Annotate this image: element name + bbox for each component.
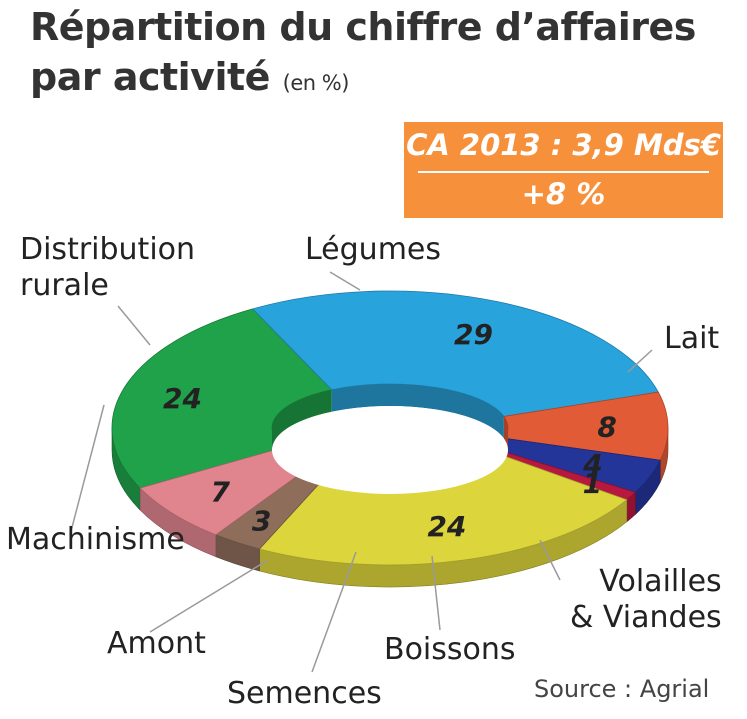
inner-wall-volailles-viandes <box>503 416 508 450</box>
slice-values: 24 29 8 41 24 37 <box>163 318 617 543</box>
value-legumes: 24 <box>163 382 202 415</box>
title-line-2: par activité (en %) <box>30 52 696 108</box>
value-distribution-rurale: 7 <box>211 475 231 508</box>
label-distribution-line2: rurale <box>20 268 109 303</box>
source-note: Source : Agrial <box>534 675 710 703</box>
leader-line <box>431 555 441 631</box>
label-amont: Amont <box>107 626 206 661</box>
leader-line <box>69 404 105 536</box>
leader-line <box>117 305 151 346</box>
label-semences: Semences <box>227 676 382 711</box>
title-line-1: Répartition du chiffre d’affaires <box>30 5 696 49</box>
inner-wall-lait <box>331 383 504 439</box>
chart-title: Répartition du chiffre d’affaires par ac… <box>30 2 696 108</box>
label-distribution-line1: Distribution <box>20 232 196 267</box>
value-semences: 1 <box>583 467 602 500</box>
value-lait: 29 <box>454 318 493 351</box>
label-boissons: Boissons <box>384 632 516 667</box>
revenue-growth: +8 % <box>521 177 606 211</box>
inner-wall-legumes <box>272 389 332 450</box>
leader-line <box>627 349 653 373</box>
value-boissons: 4 <box>582 448 602 481</box>
label-machinisme: Machinisme <box>6 522 185 557</box>
leader-line <box>311 551 357 673</box>
label-distribution-rurale: Distribution rurale <box>20 232 195 304</box>
title-unit: (en %) <box>282 71 350 95</box>
value-amont: 24 <box>427 510 466 543</box>
label-volailles-viandes: Volailles & Viandes <box>570 564 722 636</box>
leader-line <box>149 559 269 633</box>
label-volailles-line1: Volailles <box>599 564 722 599</box>
revenue-box-divider <box>418 171 709 173</box>
leader-line <box>539 539 561 581</box>
title-line-2-text: par activité <box>30 55 270 99</box>
donut-hole <box>272 383 508 494</box>
revenue-total: CA 2013 : 3,9 Mds€ <box>406 128 721 162</box>
label-lait: Lait <box>664 321 720 356</box>
label-volailles-line2: & Viandes <box>570 600 722 635</box>
label-legumes: Légumes <box>305 232 442 267</box>
value-machinisme: 3 <box>252 505 271 538</box>
value-volailles-viandes: 8 <box>597 411 616 444</box>
leader-lines <box>69 271 653 673</box>
revenue-box: CA 2013 : 3,9 Mds€ +8 % <box>404 122 723 218</box>
leader-line <box>329 271 361 291</box>
hole-floor <box>272 406 508 494</box>
